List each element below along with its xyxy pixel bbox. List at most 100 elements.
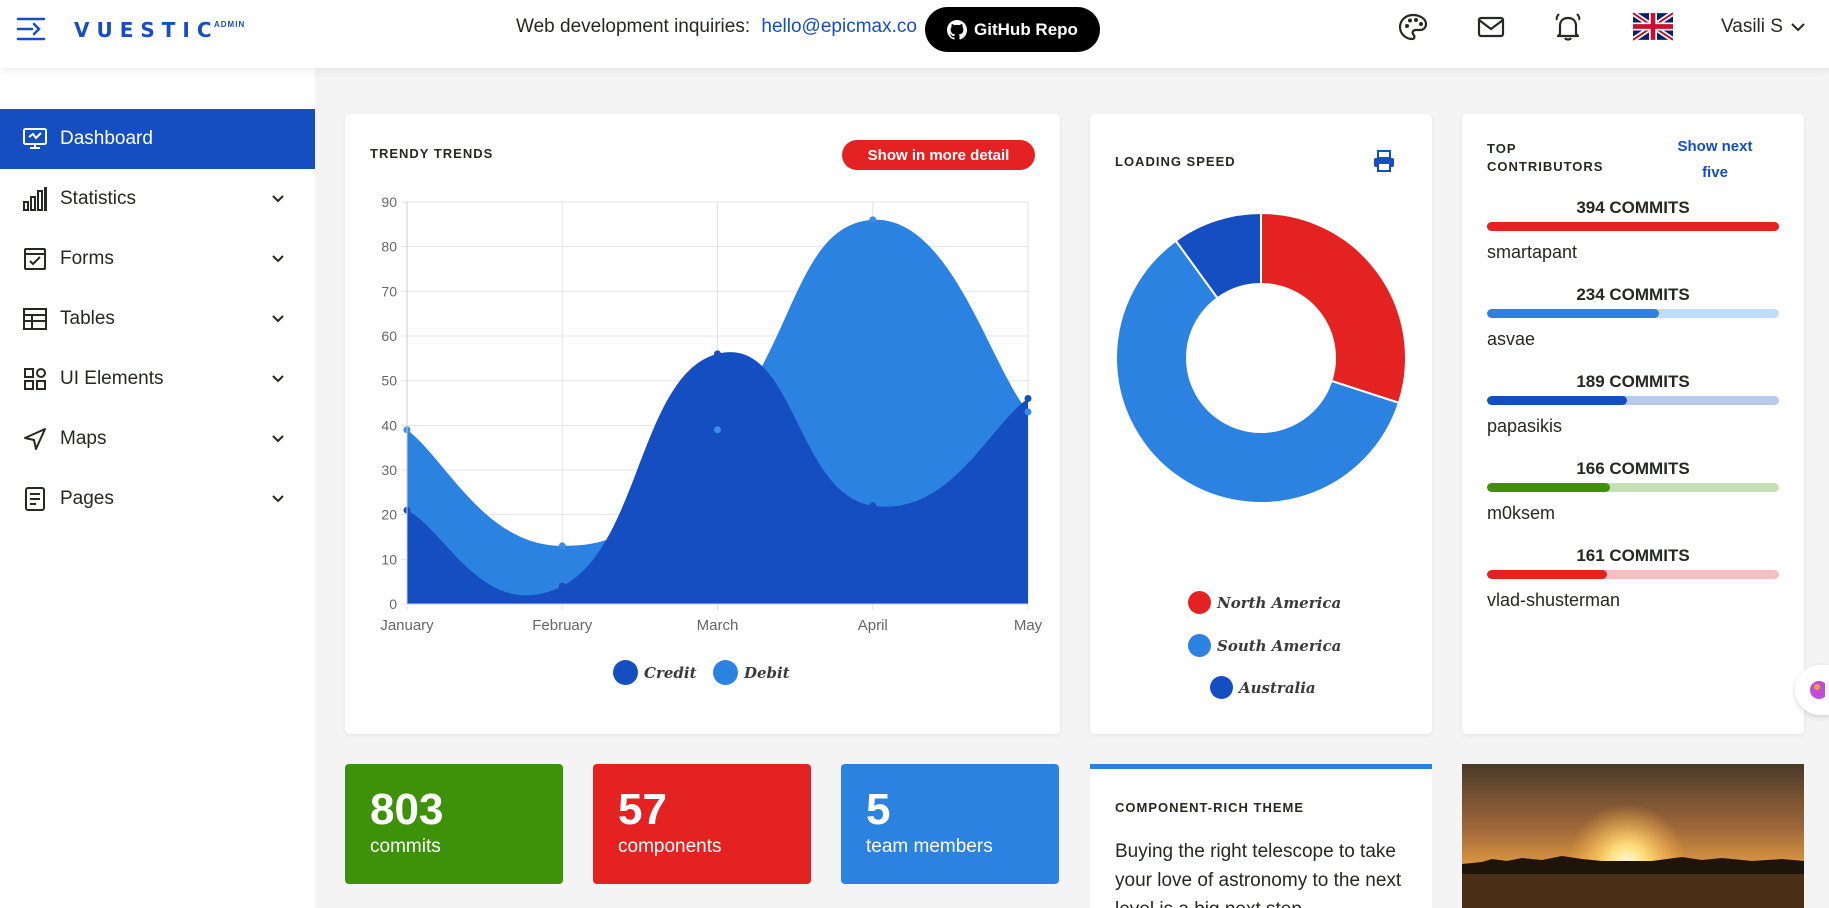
inquiry-block: Web development inquiries: hello@epicmax…	[516, 16, 917, 38]
top-contributors-card: TOP CONTRIBUTORS Show next five 394 COMM…	[1462, 114, 1804, 734]
legend-item-credit[interactable]: Credit	[613, 660, 697, 685]
series-area-credit	[407, 352, 1028, 604]
contributor-item: 166 COMMITS m0ksem	[1487, 459, 1779, 524]
stat-card-commits[interactable]: 803 commits	[345, 764, 563, 884]
link-line: Show next	[1677, 138, 1753, 155]
sidebar-item-pages[interactable]: Pages	[0, 469, 315, 529]
sidebar-item-forms[interactable]: Forms	[0, 229, 315, 289]
stat-label: team members	[866, 836, 993, 857]
legend-label: Australia	[1239, 678, 1316, 697]
y-tick-label: 60	[381, 328, 397, 344]
github-repo-label: GitHub Repo	[974, 19, 1078, 39]
legend-label: North America	[1217, 593, 1342, 612]
github-repo-button[interactable]: GitHub Repo	[925, 7, 1100, 52]
stat-label: components	[618, 836, 722, 857]
monitor-icon	[23, 128, 47, 149]
legend-label: Debit	[744, 663, 790, 682]
app-logo[interactable]: VUESTIC	[74, 18, 219, 42]
contributor-item: 234 COMMITS asvae	[1487, 285, 1779, 350]
contributor-progress-fill	[1487, 570, 1607, 579]
palette-icon[interactable]	[1396, 10, 1430, 44]
checkbox-form-icon	[24, 248, 46, 270]
donut-slice-south-america	[1115, 239, 1401, 504]
x-tick-label: April	[858, 617, 888, 634]
donut-slice-australia	[1174, 211, 1262, 300]
theme-settings-widget[interactable]	[1795, 665, 1829, 715]
grid-elements-icon	[24, 368, 46, 390]
y-tick-label: 50	[381, 373, 397, 389]
chevron-down-icon	[272, 375, 284, 383]
chevron-down-icon	[272, 495, 284, 503]
legend-dot	[613, 660, 638, 685]
sidebar-item-tables[interactable]: Tables	[0, 289, 315, 349]
sidebar: Dashboard Statistics Forms Tables UI Ele…	[0, 68, 315, 908]
trends-area-chart: 0 10 20 30 40 50 60 70 80 90 January February March A…	[380, 194, 1042, 634]
contributor-commits: 189 COMMITS	[1576, 372, 1690, 391]
data-point-debit	[714, 426, 721, 434]
palette-widget-icon	[1810, 681, 1828, 699]
inquiry-email-link[interactable]: hello@epicmax.co	[761, 16, 917, 37]
contributor-item: 161 COMMITS vlad-shusterman	[1487, 546, 1779, 611]
legend-item-debit[interactable]: Debit	[713, 660, 790, 685]
contributor-item: 189 COMMITS papasikis	[1487, 372, 1779, 437]
sidebar-item-label: Forms	[60, 248, 114, 269]
y-tick-label: 90	[381, 194, 397, 210]
y-tick-label: 70	[381, 283, 397, 299]
y-tick-label: 20	[381, 507, 397, 523]
sidebar-item-maps[interactable]: Maps	[0, 409, 315, 469]
sidebar-item-ui-elements[interactable]: UI Elements	[0, 349, 315, 409]
stat-value: 5	[866, 785, 891, 834]
contributor-name: smartapant	[1487, 242, 1578, 262]
uk-flag-icon[interactable]	[1633, 12, 1673, 41]
menu-toggle-icon[interactable]	[16, 16, 46, 42]
notification-bell-icon[interactable]	[1551, 10, 1585, 44]
chevron-down-icon	[272, 255, 284, 263]
loading-speed-donut-chart	[1115, 211, 1407, 504]
contributor-progress-bar	[1487, 396, 1779, 405]
contributor-name: m0ksem	[1487, 503, 1556, 523]
print-icon[interactable]	[1372, 149, 1396, 173]
contributor-commits: 394 COMMITS	[1576, 198, 1690, 217]
sidebar-item-label: Tables	[60, 308, 115, 329]
sidebar-item-label: Maps	[60, 428, 107, 449]
contributor-progress-bar	[1487, 222, 1779, 231]
sidebar-item-dashboard[interactable]: Dashboard	[0, 109, 315, 169]
contributor-commits: 166 COMMITS	[1576, 459, 1690, 478]
y-tick-label: 40	[381, 417, 397, 433]
donut-slice-north-america	[1260, 211, 1407, 405]
sidebar-item-label: Dashboard	[60, 128, 153, 149]
y-tick-label: 30	[381, 462, 397, 478]
stat-card-team-members[interactable]: 5 team members	[841, 764, 1059, 884]
contributor-progress-bar	[1487, 309, 1779, 318]
sidebar-item-statistics[interactable]: Statistics	[0, 169, 315, 229]
stat-value: 803	[370, 785, 444, 834]
chevron-down-icon	[272, 195, 284, 203]
user-menu[interactable]: Vasili S	[1721, 16, 1805, 38]
legend-item-north-america[interactable]: North America	[1188, 591, 1341, 614]
legend-dot	[1188, 591, 1211, 614]
legend-item-south-america[interactable]: South America	[1188, 634, 1341, 657]
show-next-five-link[interactable]: Show next five	[1660, 134, 1770, 186]
stat-card-components[interactable]: 57 components	[593, 764, 811, 884]
contributor-item: 394 COMMITS smartapant	[1487, 198, 1779, 263]
trends-card: TRENDY TRENDS Show in more detail 0 10 20 3…	[345, 114, 1060, 734]
document-icon	[25, 487, 45, 511]
chevron-down-icon	[1791, 23, 1805, 32]
stat-value: 57	[618, 785, 667, 834]
contributor-progress-fill	[1487, 483, 1610, 492]
sidebar-item-label: Pages	[60, 488, 114, 509]
contributor-commits: 161 COMMITS	[1576, 546, 1690, 565]
data-point-credit	[714, 350, 721, 358]
show-more-detail-button[interactable]: Show in more detail	[842, 140, 1035, 170]
link-line: five	[1702, 164, 1728, 181]
legend-dot	[713, 660, 738, 685]
legend-label: Credit	[644, 663, 697, 682]
y-tick-label: 0	[389, 596, 397, 612]
contributor-progress-bar	[1487, 483, 1779, 492]
mail-icon[interactable]	[1474, 10, 1508, 44]
stat-label: commits	[370, 836, 441, 857]
data-point-debit	[869, 216, 877, 224]
data-point-credit	[869, 502, 877, 510]
trends-title: TRENDY TRENDS	[370, 146, 494, 161]
legend-item-australia[interactable]: Australia	[1210, 676, 1316, 699]
